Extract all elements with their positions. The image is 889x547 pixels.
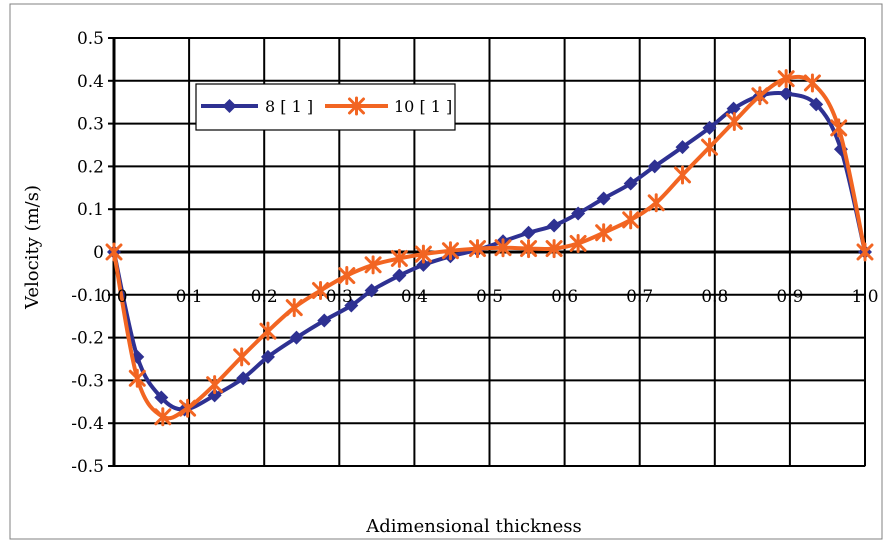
series-2-point [520,239,538,259]
tick-labels: 0.5 0.4 0.3 0.2 0.1 0 -0.1 -0.2 -0.3 -0.4 -0.5 0.0 0… [71,29,878,477]
series-1-line [112,91,867,412]
series-1-point [623,176,638,191]
y-tick-label: 0 [93,243,104,263]
series-2-point [622,210,640,230]
series-2-point [390,248,408,268]
y-tick-label: 0.4 [77,72,104,92]
series-2-point [856,242,874,262]
series-2-point [364,255,382,275]
series-2-point [259,321,277,341]
x-tick-label: 1.0 [851,287,878,307]
series-1-point [547,218,562,233]
series-2-point [803,73,821,93]
series-1-point [779,86,794,101]
y-tick-label: 0.2 [77,157,104,177]
series-2-point [154,407,172,427]
legend-label-series-2: 10 [ 1 ] [394,97,452,116]
series-1-point [154,390,169,405]
series-1-point [392,268,407,283]
x-tick-label: 0.4 [401,287,428,307]
series-2-line [112,74,867,421]
series-2-point [285,298,303,318]
x-tick-label: 0.0 [100,287,127,307]
series-2-point [545,239,563,259]
series-2-point [494,238,512,258]
series-group [105,69,874,427]
series-2-point [128,368,146,388]
x-tick-label: 0.2 [251,287,278,307]
series-2-point [569,233,587,253]
series-2-point [830,118,848,138]
series-1-point [344,298,359,313]
series-2-point [701,137,719,157]
series-1-point [596,191,611,206]
series-1-point [809,97,824,112]
x-tick-label: 0.7 [626,287,653,307]
series-2-point [179,398,197,418]
series-2 [105,69,874,427]
y-tick-label: -0.3 [71,371,104,391]
series-2-point [233,347,251,367]
series-1-point [236,371,251,386]
y-tick-label: -0.4 [71,414,104,434]
series-1-point [289,330,304,345]
series-1-point [317,313,332,328]
series-2-point [441,241,459,261]
series-2-point [206,375,224,395]
series-1-point [521,225,536,240]
legend: 8 [ 1 ] 10 [ 1 ] [195,83,456,131]
series-2-point [674,165,692,185]
legend-swatch-marker-2 [348,96,365,116]
series-2-point [312,281,330,301]
x-axis-title: Adimensional thickness [365,516,582,537]
y-tick-label: 0.3 [77,115,104,135]
series-1-point [207,388,222,403]
series-1-point [675,140,690,155]
x-tick-label: 0.8 [701,287,728,307]
series-2-point [751,86,769,106]
series-1-point [416,257,431,272]
series-1-point [647,159,662,174]
y-tick-label: 0.1 [77,200,104,220]
x-tick-label: 0.3 [326,287,353,307]
series-2-point [777,69,795,89]
y-tick-label: 0.5 [77,29,104,49]
legend-label-series-1: 8 [ 1 ] [265,97,313,116]
series-1-point [702,120,717,135]
series-2-point [595,223,613,243]
x-tick-label: 0.9 [776,287,803,307]
series-2-point [338,266,356,286]
y-axis-title: Velocity (m/s) [22,185,43,310]
series-1-point [364,283,379,298]
series-1-point [726,101,741,116]
series-2-point [725,111,743,131]
x-tick-label: 0.1 [176,287,203,307]
series-1-point [260,349,275,364]
series-1-point [571,206,586,221]
y-tick-label: -0.5 [71,457,104,477]
series-2-point [468,239,486,259]
series-2-point [414,244,432,264]
series-2-point [105,242,123,262]
legend-swatch-marker-1 [222,99,237,113]
x-tick-label: 0.6 [551,287,578,307]
x-tick-label: 0.5 [476,287,503,307]
y-tick-label: -0.1 [71,286,104,306]
y-tick-label: -0.2 [71,329,104,349]
series-2-point [647,193,665,213]
